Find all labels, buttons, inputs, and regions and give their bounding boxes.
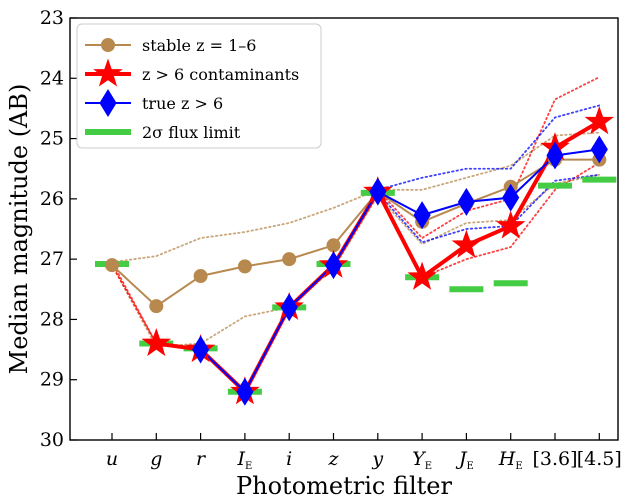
x-axis-label: Photometric filter [236,472,453,500]
x-tick-label: g [150,448,162,470]
stable-point [149,299,164,314]
legend: stable z = 1–6 z > 6 contaminants true z >… [76,23,322,149]
true-point [236,377,254,406]
x-tick-subscript: E [467,461,474,472]
true-point [192,335,210,364]
stable-line [111,158,600,308]
y-tick-label: 29 [40,369,64,391]
x-tick-subscript: E [515,461,522,472]
x-tick-subscript: E [425,461,432,472]
x-tick-label: r [196,448,207,470]
stable-point [282,252,297,267]
true-point [457,187,475,216]
x-tick-label: y [371,448,383,470]
x-tick-label: u [106,448,118,470]
y-tick-label: 26 [40,188,64,210]
true-point [369,177,387,206]
x-tick-label: i [286,448,292,470]
x-axis: u g r IE i z y YE JE HE [3.6] [4.5] [106,433,622,472]
true-upper-band [376,104,601,191]
legend-label: 2σ flux limit [142,123,241,142]
legend-box [76,23,322,149]
y-tick-label: 25 [40,128,64,150]
contam-point [407,261,437,290]
y-axis-label: Median magnitude (AB) [5,84,33,375]
legend-label: stable z = 1–6 [142,36,256,55]
y-tick-label: 30 [40,429,64,451]
legend-label: z > 6 contaminants [142,65,299,84]
y-tick-label: 27 [40,248,64,270]
true-point [590,135,608,164]
plot-frame [69,17,619,441]
y-tick-label: 23 [40,7,64,29]
legend-swatch-marker [101,38,115,52]
legend-label: true z > 6 [142,94,223,113]
true-point [280,293,298,322]
y-tick-label: 28 [40,308,64,330]
x-tick-label: [4.5] [577,448,622,470]
legend-swatch-marker [93,58,123,87]
series-markers [105,106,615,406]
stable-point [237,259,252,274]
y-axis: 23 24 25 26 27 28 29 30 [40,7,77,451]
contam-point [141,327,172,357]
true-point [413,201,431,230]
y-tick-label: 24 [40,67,64,89]
true-point [502,183,520,212]
true-lower-band [376,173,601,244]
x-tick-label: [3.6] [532,448,577,470]
stable-point [105,258,119,273]
true-line [199,148,600,393]
contam-point [495,210,526,239]
contam-point [584,106,615,135]
x-tick-label: z [327,448,339,470]
true-point [546,141,564,170]
legend-swatch-marker [99,89,117,117]
contam-point [451,229,482,258]
x-tick-subscript: E [245,461,252,472]
stable-point [193,269,208,284]
true-point [324,251,343,280]
